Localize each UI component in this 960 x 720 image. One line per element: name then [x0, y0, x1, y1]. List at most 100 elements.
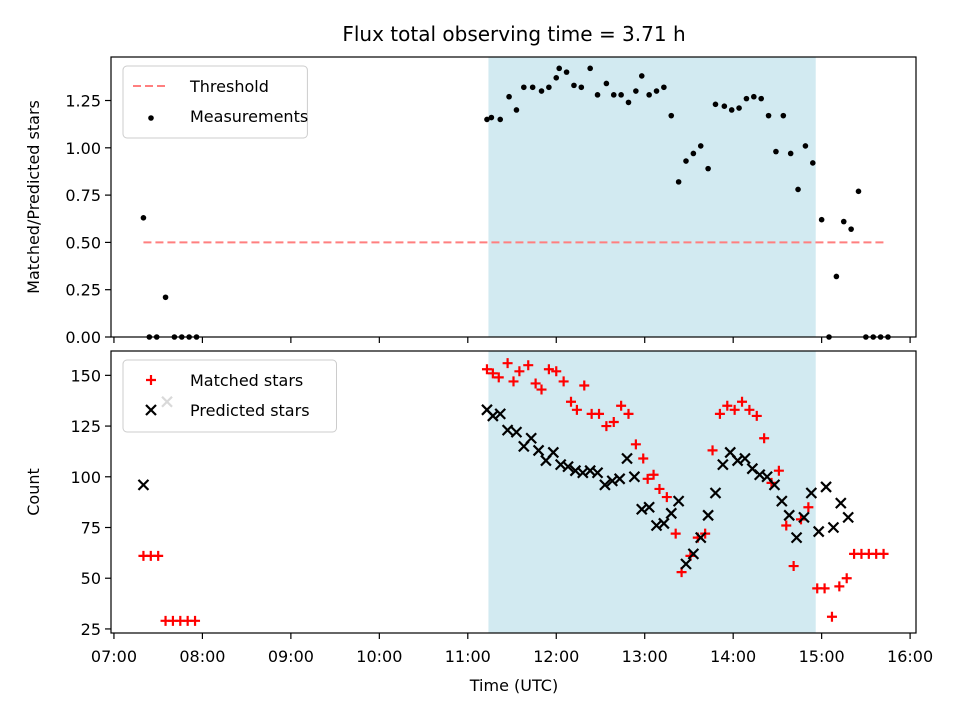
predicted-stars-point: [717, 458, 729, 471]
predicted-stars-point: [599, 479, 611, 491]
predicted-stars-point: [137, 479, 150, 491]
matched-stars-point: [642, 473, 653, 484]
matched-stars-point: [773, 465, 784, 476]
predicted-stars-point: [672, 495, 685, 507]
measurement-point: [712, 101, 719, 108]
measurement-point: [809, 160, 816, 166]
measurement-point: [497, 116, 504, 123]
matched-stars-point: [594, 408, 605, 419]
measurement-point: [795, 186, 801, 193]
predicted-stars-point: [709, 487, 722, 499]
measurement-point: [638, 73, 645, 79]
predicted-stars-point: [562, 460, 574, 473]
legend: Threshold Measurements: [122, 65, 308, 139]
matched-stars-point: [661, 492, 672, 503]
y-tick-label: 0.00: [65, 328, 101, 347]
measurement-point: [610, 92, 617, 98]
matched-stars-point: [744, 404, 755, 415]
x-axis-label: Time (UTC): [469, 676, 558, 695]
predicted-stars-point: [812, 525, 825, 538]
matched-stars-point: [543, 364, 554, 375]
matched-stars-point: [803, 502, 814, 513]
predicted-stars-point: [783, 509, 795, 522]
matched-stars-point: [571, 404, 582, 415]
measurement-point: [802, 143, 809, 149]
matched-stars-point: [759, 433, 770, 444]
predicted-stars-point: [776, 495, 788, 507]
measurement-point: [633, 88, 639, 94]
x-tick-label: 16:00: [887, 647, 933, 666]
measurement-point: [653, 88, 660, 94]
measurement-point: [563, 69, 570, 75]
measurement-point: [780, 112, 787, 119]
measurement-point: [833, 273, 840, 280]
x-tick-label: 07:00: [91, 647, 137, 666]
matched-stars-point: [670, 528, 681, 539]
measurement-point: [529, 84, 536, 91]
predicted-stars-point: [842, 511, 854, 524]
legend-box: [122, 359, 337, 433]
matched-stars-point: [579, 380, 590, 391]
legend-box: [122, 65, 308, 139]
matched-stars-point: [508, 376, 519, 387]
predicted-stars-point: [739, 452, 751, 465]
axes-frame: [110, 350, 917, 634]
predicted-stars-point: [501, 424, 514, 436]
x-tick-label: 14:00: [710, 647, 756, 666]
matched-stars-point: [841, 573, 852, 584]
measurement-point: [773, 148, 779, 155]
matched-stars-point: [493, 372, 504, 383]
series-predicted-stars: [137, 395, 854, 570]
measurement-point: [683, 158, 689, 164]
measurement-point: [675, 179, 682, 185]
measurement-point: [646, 92, 652, 98]
x-tick-label: 11:00: [445, 647, 491, 666]
legend-label: Predicted stars: [190, 401, 310, 420]
measurement-point: [765, 112, 772, 119]
measurement-point: [556, 65, 563, 72]
matched-stars-point: [536, 384, 547, 395]
predicted-stars-point: [532, 444, 545, 457]
measurement-point: [697, 143, 704, 149]
x-tick-label: 12:00: [533, 647, 579, 666]
measurement-point: [721, 103, 728, 109]
predicted-stars-point: [687, 548, 700, 560]
y-tick-label: 0.50: [65, 233, 101, 252]
predicted-stars-point: [702, 509, 714, 522]
matched-stars-point: [707, 445, 718, 456]
measurement-point: [818, 216, 825, 223]
predicted-stars-point: [694, 531, 707, 544]
predicted-stars-point: [621, 452, 633, 465]
measurement-point: [668, 112, 675, 119]
predicted-stars-point: [628, 471, 641, 483]
y-tick-label: 0.75: [65, 186, 101, 205]
predicted-stars-point: [658, 517, 670, 530]
measurement-point: [521, 84, 527, 91]
measurement-point: [484, 116, 490, 123]
matched-stars-point: [551, 366, 562, 377]
legend-label: Threshold: [189, 77, 269, 96]
measurement-point: [787, 150, 794, 157]
axes-frame: [110, 56, 917, 338]
y-tick-label: 0.25: [65, 281, 101, 300]
matched-stars-point: [878, 548, 889, 559]
count-panel: 25 50 75 100 125 150 07:00 08:00 09:00 10:00 11:00…: [24, 350, 933, 666]
y-tick-label: 100: [70, 468, 101, 487]
measurement-point: [578, 84, 585, 91]
matched-stars-point: [714, 408, 725, 419]
matched-stars-point: [826, 611, 837, 622]
measurement-point: [758, 95, 764, 102]
measurement-point: [538, 88, 545, 94]
predicted-stars-point: [510, 426, 523, 438]
matched-stars-point: [751, 410, 762, 421]
matched-stars-point: [514, 366, 525, 377]
legend-handle: [148, 115, 154, 121]
matched-stars-point: [648, 469, 659, 480]
measurement-point: [140, 215, 147, 221]
x-tick-label: 13:00: [622, 647, 668, 666]
x-tick-label: 10:00: [356, 647, 402, 666]
measurement-point: [743, 95, 750, 102]
measurement-point: [661, 84, 667, 91]
y-tick-label: 50: [81, 569, 101, 588]
